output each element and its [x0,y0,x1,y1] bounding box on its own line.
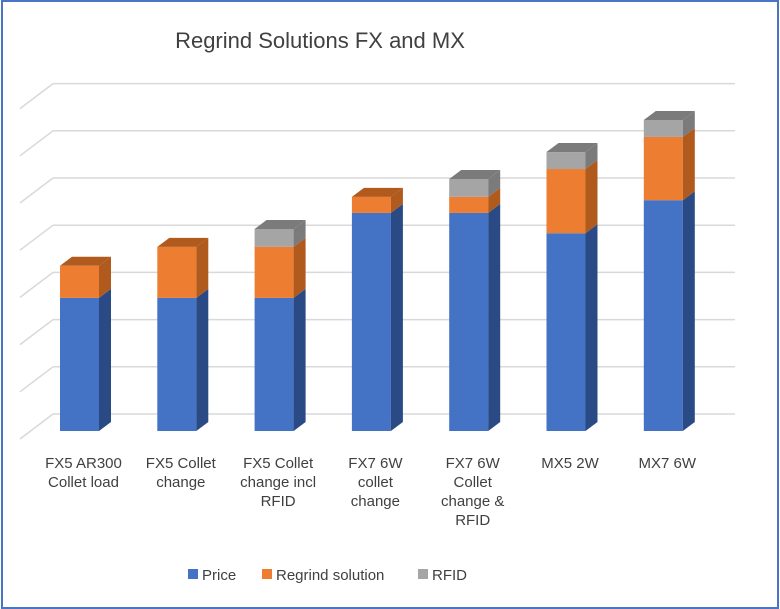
bar-stack [643,110,695,431]
legend-item: Price [188,567,236,584]
gridline-floor-edge [19,177,54,204]
x-tick-label-line: change & [441,493,504,510]
bar-segment-side [488,169,501,197]
bar-segment-regrind-solution [254,246,294,298]
x-tick-label-line: FX7 6W [348,455,403,472]
bar-segment-price [60,297,99,431]
bar-segment-price [449,212,489,431]
bar-stack [254,219,306,431]
bar-top-face [546,143,598,153]
gridline-floor-edge [19,271,54,298]
bar-top-face [254,219,306,229]
bar-stack [546,143,598,431]
x-tick-label: FX7 6W Collet change & RFID [441,455,504,529]
bar-segment-side [293,237,306,298]
legend-label: Regrind solution [276,567,384,584]
gridline-floor-edge [19,130,54,157]
bar-top-face [351,187,403,197]
x-tick-label-line: MX7 6W [639,455,697,472]
bar-segment-rfid [254,228,294,247]
legend-item: RFID [418,567,467,584]
bar-segment-price [643,200,683,431]
bar-segment-side [682,191,695,431]
x-tick-label: FX5 Collet change [146,455,217,491]
bar-stack [60,256,111,431]
x-tick-label-line: change incl [240,474,316,491]
bar-segment-side [585,224,598,431]
gridline-floor-edge [19,83,54,110]
x-tick-label-line: change [351,493,400,510]
bar-segment-rfid [546,152,586,170]
gridline-floor-edge [19,413,54,440]
legend-item: Regrind solution [262,567,384,584]
x-tick-label: MX7 6W [639,455,697,472]
x-tick-label-line: Collet [454,474,493,491]
x-tick-label-line: Collet load [48,474,119,491]
x-tick-label-line: FX5 Collet [243,455,314,472]
bar-top-face [449,169,501,179]
x-tick-label-line: collet [358,474,394,491]
legend-swatch [262,569,272,579]
gridline-floor-edge [19,319,54,346]
x-tick-label-line: RFID [261,493,296,510]
gridline-floor-edge [19,224,54,251]
bar-top-face [643,110,695,120]
x-tick-label: FX5 AR300 Collet load [45,455,122,491]
bar-segment-side [99,288,111,431]
bar-segment-regrind-solution [60,265,99,298]
bar-segment-side [390,187,403,213]
bar-top-face [60,256,111,266]
legend-label: RFID [432,567,467,584]
x-tick-label-line: change [156,474,205,491]
bar-segment-side [488,187,501,213]
bar-segment-price [157,297,197,431]
bar-segment-rfid [449,178,489,197]
bar-segment-regrind-solution [449,196,489,213]
bar-segment-side [682,127,695,201]
bar-top-face [157,237,209,247]
bar-segment-side [99,256,111,298]
bar-segment-side [196,237,209,298]
x-tick-label-line: FX5 AR300 [45,455,122,472]
bar-segment-price [351,212,391,431]
bar-segment-regrind-solution [157,246,197,298]
bar-stack [449,169,501,431]
x-tick-label-line: RFID [455,512,490,529]
x-tick-label: MX5 2W [541,455,599,472]
bar-segment-side [293,288,306,431]
bar-stack [157,237,209,431]
x-tick-label: FX7 6W collet change [348,455,403,510]
bar-segment-side [488,203,501,431]
legend-label: Price [202,567,236,584]
x-tick-label-line: MX5 2W [541,455,599,472]
legend-swatch [188,569,198,579]
bar-segment-side [682,110,695,137]
bar-segment-side [585,143,598,170]
bar-stack [351,187,403,431]
legend-swatch [418,569,428,579]
bar-segment-price [254,297,294,431]
bar-segment-regrind-solution [351,196,391,213]
bar-segment-regrind-solution [643,136,683,201]
x-tick-label-line: FX5 Collet [146,455,217,472]
gridline-floor-edge [19,366,54,393]
bar-segment-side [293,219,306,247]
bar-segment-side [196,288,209,431]
x-tick-label-line: FX7 6W [446,455,501,472]
bar-segment-side [585,160,598,234]
chart-title: Regrind Solutions FX and MX [175,28,465,53]
bar-segment-regrind-solution [546,169,586,234]
bar-segment-side [390,203,403,431]
bar-segment-rfid [643,119,683,137]
bar-segment-price [546,233,586,431]
x-tick-label: FX5 Collet change incl RFID [240,455,316,510]
